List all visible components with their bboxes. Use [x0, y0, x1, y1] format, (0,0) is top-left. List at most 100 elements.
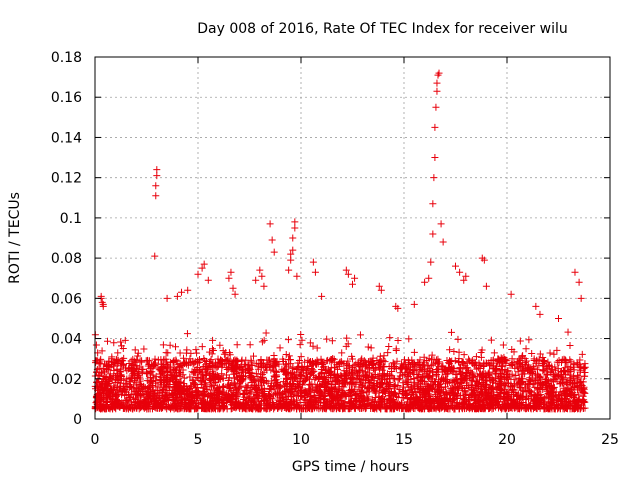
cloud-point	[170, 372, 178, 380]
cloud-point	[519, 352, 527, 360]
cloud-point	[516, 337, 524, 345]
cloud-point	[551, 405, 559, 413]
data-point	[225, 274, 233, 282]
cloud-point	[306, 339, 314, 347]
data-point	[153, 166, 161, 174]
cloud-point	[525, 336, 533, 344]
cloud-point	[488, 384, 496, 392]
cloud-point	[171, 373, 179, 381]
cloud-point	[447, 328, 455, 336]
y-axis-label: ROTI / TECUs	[7, 192, 23, 284]
cloud-point	[120, 401, 128, 409]
cloud-point	[426, 392, 434, 400]
y-tick-label: 0.02	[51, 372, 82, 388]
cloud-point	[194, 404, 202, 412]
data-point	[571, 268, 579, 276]
cloud-point	[215, 387, 223, 395]
cloud-point	[145, 377, 153, 385]
cloud-point	[333, 402, 341, 410]
cloud-point	[331, 383, 339, 391]
cloud-point	[570, 366, 578, 374]
cloud-point	[297, 404, 305, 412]
cloud-point	[405, 335, 413, 343]
cloud-point	[200, 387, 208, 395]
cloud-point	[289, 364, 297, 372]
cloud-point	[365, 378, 373, 386]
cloud-point	[306, 371, 314, 379]
cloud-point	[425, 355, 433, 363]
data-point	[311, 268, 319, 276]
cloud-point	[540, 356, 548, 364]
cloud-point	[201, 405, 209, 413]
cloud-point	[410, 382, 418, 390]
cloud-point	[525, 376, 533, 384]
cloud-point	[187, 359, 195, 367]
cloud-point	[219, 383, 227, 391]
data-point	[394, 304, 402, 312]
cloud-point	[206, 348, 214, 356]
cloud-point	[238, 405, 246, 413]
cloud-point	[522, 401, 530, 409]
cloud-point	[176, 349, 184, 357]
cloud-point	[380, 370, 388, 378]
cloud-point	[487, 356, 495, 364]
data-point	[194, 270, 202, 278]
cloud-point	[453, 403, 461, 411]
cloud-point	[505, 387, 513, 395]
y-tick-label: 0.1	[60, 211, 82, 227]
cloud-point	[200, 379, 208, 387]
cloud-point	[131, 346, 139, 354]
cloud-point	[424, 374, 432, 382]
cloud-point	[322, 383, 330, 391]
cloud-point	[106, 394, 114, 402]
cloud-point	[379, 356, 387, 364]
cloud-point	[192, 346, 200, 354]
cloud-point	[378, 376, 386, 384]
cloud-point	[144, 401, 152, 409]
cloud-point	[380, 352, 388, 360]
cloud-point	[436, 405, 444, 413]
cloud-point	[502, 359, 510, 367]
cloud-point	[537, 373, 545, 381]
cloud-point	[311, 394, 319, 402]
data-point	[507, 290, 515, 298]
cloud-point	[312, 383, 320, 391]
cloud-point	[379, 393, 387, 401]
cloud-point	[526, 388, 534, 396]
cloud-point	[153, 399, 161, 407]
cloud-point	[225, 384, 233, 392]
cloud-point	[501, 402, 509, 410]
cloud-point	[263, 400, 271, 408]
cloud-point	[473, 365, 481, 373]
cloud-point	[206, 399, 214, 407]
cloud-point	[117, 338, 125, 346]
cloud-point	[543, 387, 551, 395]
cloud-point	[414, 358, 422, 366]
cloud-point	[577, 401, 585, 409]
cloud-point	[530, 355, 538, 363]
cloud-point	[350, 374, 358, 382]
cloud-point	[384, 384, 392, 392]
cloud-point	[138, 358, 146, 366]
data-point	[289, 234, 297, 242]
cloud-point	[235, 380, 243, 388]
cloud-point	[318, 366, 326, 374]
cloud-point	[257, 364, 265, 372]
cloud-point	[425, 391, 433, 399]
cloud-point	[548, 385, 556, 393]
cloud-point	[322, 366, 330, 374]
cloud-point	[428, 351, 436, 359]
cloud-point	[421, 367, 429, 375]
cloud-point	[317, 355, 325, 363]
cloud-point	[270, 383, 278, 391]
cloud-point	[236, 399, 244, 407]
cloud-point	[468, 404, 476, 412]
cloud-point	[297, 370, 305, 378]
cloud-point	[273, 382, 281, 390]
data-point	[351, 274, 359, 282]
cloud-point	[258, 381, 266, 389]
cloud-point	[371, 386, 379, 394]
cloud-point	[487, 399, 495, 407]
cloud-point	[296, 371, 304, 379]
cloud-point	[284, 336, 292, 344]
